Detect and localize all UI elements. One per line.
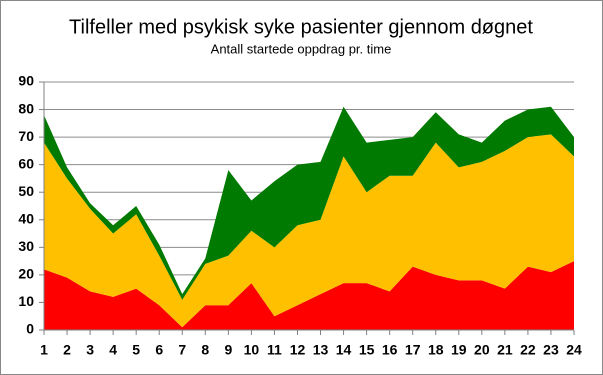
x-tick-label: 2 [63, 342, 71, 358]
y-tick-label: 50 [18, 183, 34, 199]
x-tick-label: 4 [109, 342, 117, 358]
x-tick-label: 5 [132, 342, 140, 358]
y-tick-label: 0 [26, 321, 34, 337]
x-tick-label: 17 [405, 342, 421, 358]
y-tick-label: 20 [18, 266, 34, 282]
x-tick-label: 16 [382, 342, 398, 358]
x-tick-label: 3 [86, 342, 94, 358]
y-tick-label: 10 [18, 293, 34, 309]
y-tick-label: 40 [18, 210, 34, 226]
y-tick-label: 90 [18, 73, 34, 89]
x-tick-label: 10 [244, 342, 260, 358]
area [44, 106, 574, 300]
x-tick-label: 18 [428, 342, 444, 358]
area [44, 261, 574, 330]
area [44, 134, 574, 328]
x-tick-label: 1 [40, 342, 48, 358]
y-tick-label: 70 [18, 128, 34, 144]
x-tick-label: 20 [474, 342, 490, 358]
x-tick-label: 22 [520, 342, 536, 358]
y-tick-label: 30 [18, 238, 34, 254]
x-tick-label: 21 [497, 342, 513, 358]
x-tick-label: 8 [201, 342, 209, 358]
x-tick-label: 7 [178, 342, 186, 358]
y-tick-label: 80 [18, 100, 34, 116]
x-tick-label: 19 [451, 342, 467, 358]
areas [44, 106, 574, 330]
x-tick-label: 13 [313, 342, 329, 358]
x-tick-label: 24 [566, 342, 582, 358]
x-tick-label: 11 [267, 342, 282, 358]
chart-title: Tilfeller med psykisk syke pasienter gje… [69, 16, 533, 38]
x-tick-label: 12 [290, 342, 306, 358]
chart-subtitle: Antall startede oppdrag pr. time [211, 41, 392, 56]
x-tick-label: 15 [359, 342, 375, 358]
x-tick-label: 14 [336, 342, 352, 358]
y-tick-label: 60 [18, 155, 34, 171]
x-tick-label: 6 [155, 342, 163, 358]
x-tick-label: 9 [224, 342, 232, 358]
x-tick-label: 23 [543, 342, 559, 358]
